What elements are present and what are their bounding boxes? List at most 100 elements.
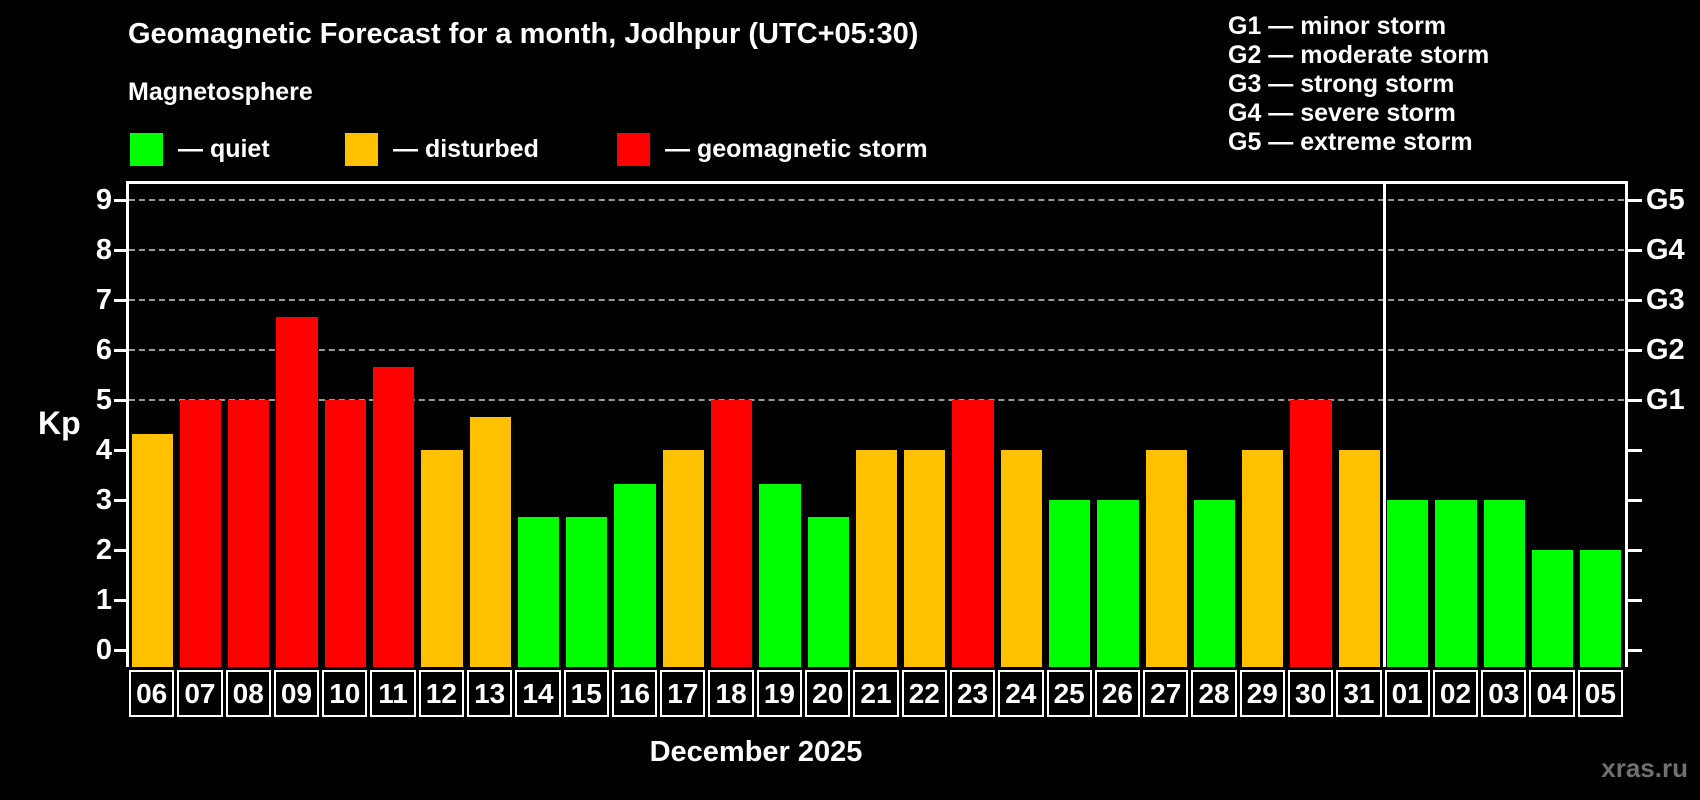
legend-label-quiet: — quiet (178, 134, 270, 163)
kp-bar (904, 450, 946, 667)
kp-bar (566, 516, 608, 667)
kp-bar (1387, 500, 1429, 667)
day-label-box: 07 (177, 670, 223, 717)
kp-bar (1145, 450, 1187, 667)
day-label-box: 25 (1046, 670, 1092, 717)
day-label-box: 16 (611, 670, 658, 717)
y-tick-label: 5 (95, 384, 112, 416)
y-axis-tick-left (114, 298, 128, 302)
g-legend-line-g1: G1 — minor storm (1228, 12, 1447, 40)
disturbed-color-swatch (345, 132, 378, 166)
page-title: Geomagnetic Forecast for a month, Jodhpu… (128, 18, 919, 50)
day-label-box: 02 (1432, 670, 1479, 717)
g-legend-line-g4: G4 — severe storm (1228, 99, 1456, 127)
y-axis-tick-left (114, 398, 128, 402)
day-label-box: 14 (515, 670, 561, 717)
y-tick-label: 3 (95, 484, 112, 516)
day-label-box: 17 (660, 670, 706, 717)
y-axis-tick-right (1628, 448, 1642, 452)
kp-bar (179, 400, 222, 667)
y-tick-label: 7 (95, 284, 112, 316)
gridline-kp7 (129, 299, 1624, 301)
kp-bar (1531, 550, 1574, 667)
kp-bar (1097, 500, 1139, 667)
legend-item-quiet: — quiet (130, 131, 270, 167)
day-label-box: 15 (563, 670, 609, 717)
g-scale-label-g2: G2 (1646, 334, 1685, 366)
day-label-box: 31 (1336, 670, 1382, 717)
gridline-kp6 (129, 349, 1624, 351)
kp-bar (1242, 450, 1284, 667)
kp-bar (1580, 550, 1622, 667)
day-label-box: 05 (1577, 670, 1623, 717)
day-label-box: 11 (370, 670, 416, 717)
g-scale-legend: G1 — minor storm G2 — moderate storm G3 … (1228, 12, 1489, 157)
watermark: xras.ru (1601, 753, 1688, 783)
plot-area (126, 181, 1628, 667)
day-label-box: 04 (1529, 670, 1575, 717)
g-legend-line-g5: G5 — extreme storm (1228, 128, 1473, 156)
y-tick-label: 8 (95, 234, 112, 266)
day-label-box: 06 (129, 670, 175, 717)
kp-bar (131, 433, 173, 667)
day-label-box: 29 (1239, 670, 1285, 717)
day-label-box: 03 (1481, 670, 1527, 717)
y-tick-label: 6 (95, 334, 112, 366)
quiet-color-swatch (130, 132, 163, 166)
y-axis-tick-left (114, 348, 128, 352)
kp-bar (807, 516, 849, 667)
y-axis-tick-right (1628, 598, 1642, 602)
day-label-box: 28 (1191, 670, 1237, 717)
day-label-box: 18 (708, 670, 754, 717)
legend-item-disturbed: — disturbed (345, 131, 539, 167)
y-tick-label: 4 (95, 434, 112, 466)
day-label-box: 08 (225, 670, 271, 717)
y-axis-tick-right (1628, 248, 1642, 252)
day-label-box: 21 (853, 670, 899, 717)
g-scale-label-g1: G1 (1646, 384, 1685, 416)
day-label-box: 27 (1143, 670, 1189, 717)
y-tick-label: 1 (95, 584, 112, 616)
day-label-box: 24 (998, 670, 1044, 717)
g-scale-label-g3: G3 (1646, 284, 1685, 316)
y-axis-tick-left (114, 498, 128, 502)
day-label-box: 09 (273, 670, 320, 717)
x-axis-title: December 2025 (649, 736, 863, 768)
kp-bar (421, 450, 463, 667)
legend-label-storm: — geomagnetic storm (665, 134, 928, 163)
kp-bar (952, 400, 994, 667)
y-axis-tick-right (1628, 548, 1642, 552)
legend-label-disturbed: — disturbed (393, 134, 539, 163)
gridline-kp8 (129, 249, 1624, 251)
g-scale-label-g5: G5 (1646, 184, 1685, 216)
day-label-box: 19 (756, 670, 803, 717)
y-axis-tick-left (114, 598, 128, 602)
g-legend-line-g3: G3 — strong storm (1228, 70, 1455, 98)
y-axis-tick-right (1628, 398, 1642, 402)
y-axis-tick-right (1628, 298, 1642, 302)
storm-color-swatch (617, 132, 650, 166)
kp-bar (1338, 450, 1381, 667)
kp-bar (662, 450, 704, 667)
gridline-kp5 (129, 399, 1624, 401)
kp-bar (228, 400, 270, 667)
y-axis-tick-right (1628, 198, 1642, 202)
day-label-box: 10 (322, 670, 368, 717)
g-scale-label-g4: G4 (1646, 234, 1685, 266)
day-label-box: 23 (949, 670, 996, 717)
y-axis-tick-left (114, 648, 128, 652)
kp-bar (1049, 500, 1091, 667)
g-legend-line-g2: G2 — moderate storm (1228, 41, 1490, 69)
y-axis-tick-left (114, 548, 128, 552)
kp-bar (372, 366, 415, 667)
day-label-box: 30 (1287, 670, 1334, 717)
legend-item-storm: — geomagnetic storm (617, 131, 928, 167)
kp-bar (1000, 450, 1042, 667)
day-label-box: 01 (1384, 670, 1430, 717)
kp-bar (1435, 500, 1477, 667)
kp-bar (324, 400, 366, 667)
kp-bar (469, 416, 511, 667)
kp-bar (855, 450, 898, 667)
y-axis-tick-left (114, 248, 128, 252)
